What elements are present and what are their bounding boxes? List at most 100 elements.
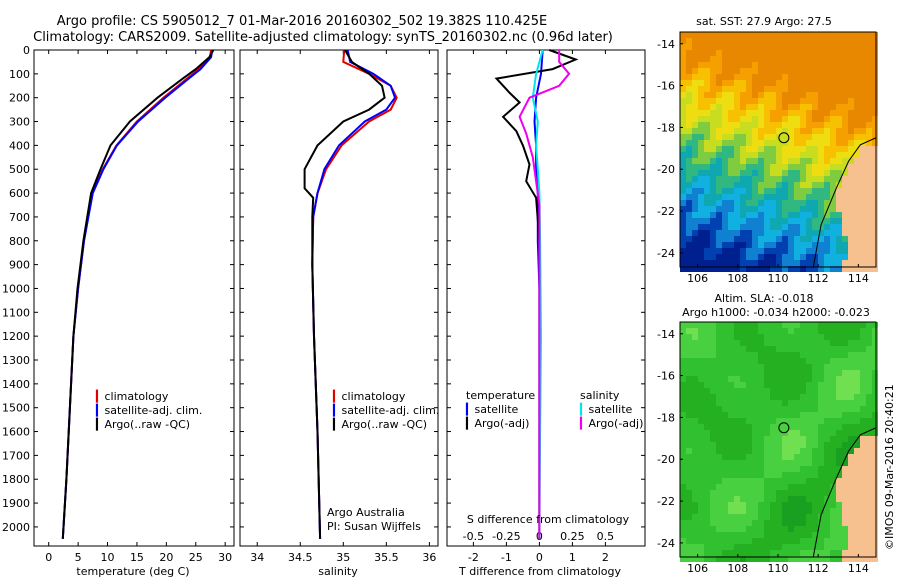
map-cell: [794, 376, 800, 382]
x-tick-label: 34.5: [288, 551, 313, 564]
map-cell: [788, 322, 794, 328]
map-cell: [806, 146, 812, 152]
map-cell: [794, 550, 800, 556]
map-cell: [854, 110, 860, 116]
map-cell: [770, 424, 776, 430]
map-cell: [836, 266, 842, 272]
map-cell: [788, 508, 794, 514]
map-cell: [752, 170, 758, 176]
map-cell: [866, 218, 872, 224]
map-cell: [818, 520, 824, 526]
map-cell: [824, 230, 830, 236]
map-cell: [680, 550, 686, 556]
map-cell: [722, 334, 728, 340]
map-cell: [800, 146, 806, 152]
map-cell: [818, 122, 824, 128]
map-cell: [812, 230, 818, 236]
map-cell: [740, 248, 746, 254]
map-cell: [818, 80, 824, 86]
legend-t-satellite: satellite: [474, 403, 519, 416]
map-cell: [722, 50, 728, 56]
map-cell: [776, 382, 782, 388]
map-cell: [842, 478, 848, 484]
map-cell: [818, 406, 824, 412]
map-cell: [704, 224, 710, 230]
map-cell: [800, 182, 806, 188]
map-cell: [776, 322, 782, 328]
map-cell: [758, 182, 764, 188]
map-cell: [758, 224, 764, 230]
map-cell: [686, 394, 692, 400]
map-cell: [764, 328, 770, 334]
map-cell: [854, 38, 860, 44]
map-cell: [764, 442, 770, 448]
map-cell: [830, 394, 836, 400]
map-cell: [740, 110, 746, 116]
map-cell: [824, 92, 830, 98]
map-cell: [842, 346, 848, 352]
map-cell: [818, 550, 824, 556]
map-cell: [818, 248, 824, 254]
map-cell: [698, 134, 704, 140]
map-cell: [770, 200, 776, 206]
map-cell: [770, 376, 776, 382]
map-cell: [818, 140, 824, 146]
map-cell: [794, 230, 800, 236]
map-cell: [806, 206, 812, 212]
map-cell: [782, 80, 788, 86]
map-cell: [854, 236, 860, 242]
map-cell: [734, 334, 740, 340]
float-position-marker: [778, 422, 790, 434]
map-cell: [728, 212, 734, 218]
map-cell: [776, 436, 782, 442]
map-cell: [686, 122, 692, 128]
map-cell: [818, 508, 824, 514]
map-cell: [734, 502, 740, 508]
map-cell: [848, 352, 854, 358]
map-cell: [782, 68, 788, 74]
map-cell: [842, 146, 848, 152]
map-cell: [794, 484, 800, 490]
map-cell: [770, 182, 776, 188]
map-cell: [770, 502, 776, 508]
map-cell: [794, 32, 800, 38]
map-cell: [740, 340, 746, 346]
map-cell: [806, 98, 812, 104]
map-cell: [734, 140, 740, 146]
map-cell: [854, 334, 860, 340]
map-cell: [794, 358, 800, 364]
map-cell: [836, 170, 842, 176]
map-cell: [728, 98, 734, 104]
map-cell: [698, 74, 704, 80]
map-cell: [680, 508, 686, 514]
map-cell: [716, 158, 722, 164]
x-tick-label: -2: [468, 551, 479, 564]
map-cell: [818, 478, 824, 484]
map-cell: [680, 122, 686, 128]
map-cell: [716, 140, 722, 146]
map-cell: [764, 74, 770, 80]
map-cell: [818, 430, 824, 436]
map-cell: [788, 242, 794, 248]
map-cell: [800, 218, 806, 224]
map-cell: [860, 92, 866, 98]
map-cell: [686, 104, 692, 110]
map-cell: [740, 134, 746, 140]
map-cell: [836, 134, 842, 140]
map-cell: [716, 334, 722, 340]
map-cell: [872, 158, 878, 164]
map-cell: [848, 418, 854, 424]
map-cell: [872, 128, 878, 134]
map-cell: [860, 418, 866, 424]
plot-frame-1: [239, 49, 439, 547]
map-cell: [722, 152, 728, 158]
map-cell: [800, 472, 806, 478]
map-cell: [842, 242, 848, 248]
map-cell: [854, 322, 860, 328]
map-cell: [788, 544, 794, 550]
map-cell: [836, 532, 842, 538]
map-cell: [848, 176, 854, 182]
map-cell: [788, 532, 794, 538]
map-cell: [824, 254, 830, 260]
